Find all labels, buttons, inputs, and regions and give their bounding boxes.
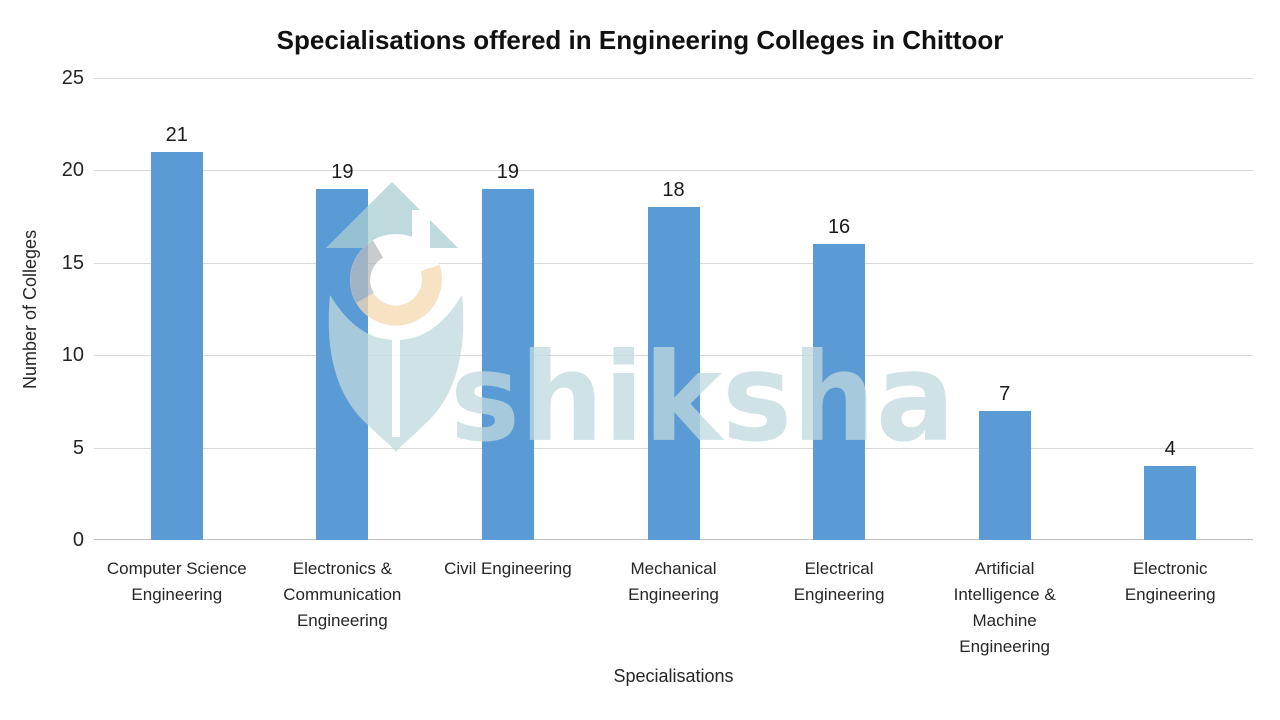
x-category-label-mechanical-engineering: Mechanical Engineering	[628, 559, 719, 604]
x-category-label-electronics-communication-engineering: Electronics & Communication Engineering	[283, 559, 402, 630]
x-category-label-electrical-engineering: Electrical Engineering	[793, 559, 885, 604]
y-tick-label-0: 0	[72, 529, 84, 551]
y-axis-title: Number of Colleges	[20, 229, 40, 389]
chart-title: Specialisations offered in Engineering C…	[276, 25, 1004, 55]
x-category-label-civil-engineering: Civil Engineering	[444, 559, 572, 578]
x-category-label-artificial-intelligence-machine-engineering: Artificial Intelligence & Machine Engine…	[953, 559, 1056, 656]
x-category-label-computer-science-engineering: Computer Science Engineering	[106, 559, 247, 604]
y-tick-label-15: 15	[61, 251, 84, 274]
gridline-y-25	[94, 78, 1253, 79]
bar-electronic-engineering	[1144, 466, 1197, 540]
value-label-electrical-engineering: 16	[827, 216, 851, 239]
bar-electronics-communication-engineering	[316, 188, 369, 540]
value-label-civil-engineering: 19	[496, 160, 520, 183]
bar-civil-engineering	[481, 188, 534, 540]
value-label-mechanical-engineering: 18	[662, 179, 685, 202]
y-tick-label-5: 5	[72, 436, 84, 459]
bar-artificial-intelligence-machine-engineering	[978, 410, 1031, 540]
gridline-y-20	[94, 170, 1253, 172]
y-tick-label-25: 25	[61, 67, 84, 89]
y-tick-label-10: 10	[61, 344, 84, 367]
y-tick-label-20: 20	[61, 159, 84, 182]
value-label-artificial-intelligence-machine-engineering: 7	[999, 382, 1011, 405]
plot-area	[94, 78, 1253, 540]
x-category-label-electronic-engineering: Electronic Engineering	[1124, 559, 1216, 604]
bar-electrical-engineering	[813, 244, 866, 540]
bar-computer-science-engineering	[150, 151, 203, 540]
x-axis-title: Specialisations	[613, 666, 734, 686]
value-label-computer-science-engineering: 21	[165, 123, 188, 146]
value-label-electronics-communication-engineering: 19	[331, 160, 354, 183]
bar-mechanical-engineering	[647, 207, 700, 540]
value-label-electronic-engineering: 4	[1164, 438, 1176, 461]
